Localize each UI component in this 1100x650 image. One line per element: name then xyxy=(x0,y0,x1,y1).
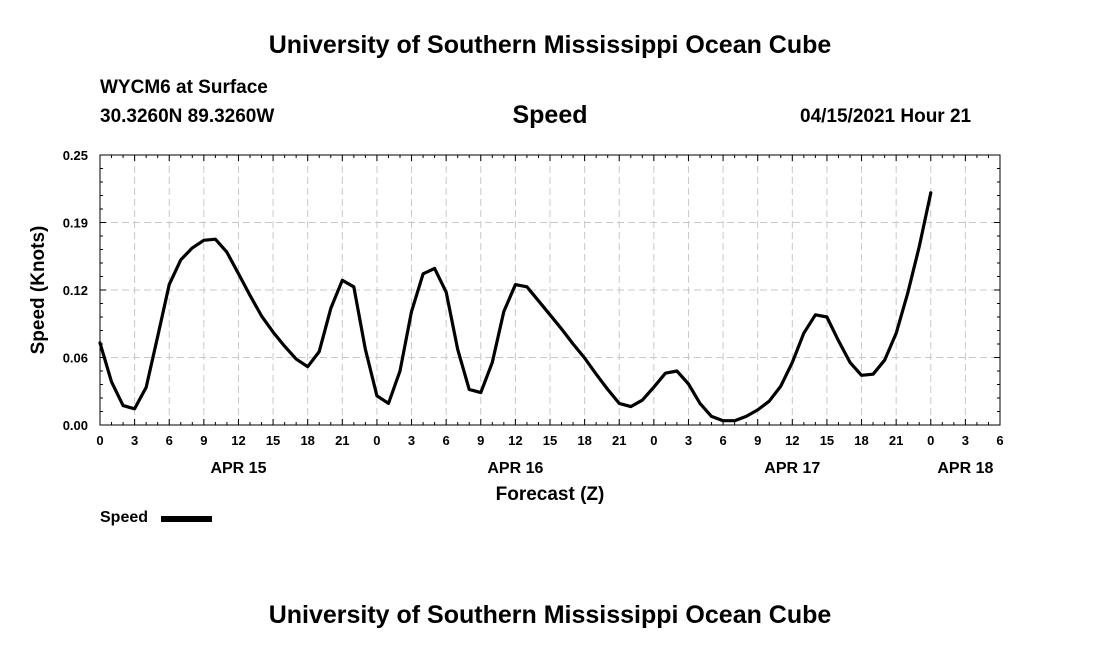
x-tick-label: 9 xyxy=(477,433,484,448)
y-tick-label: 0.19 xyxy=(63,216,88,231)
x-day-label: APR 15 xyxy=(210,460,266,477)
x-day-label: APR 16 xyxy=(487,460,543,477)
x-tick-label: 0 xyxy=(927,433,934,448)
x-tick-label: 21 xyxy=(335,433,349,448)
x-tick-label: 18 xyxy=(577,433,591,448)
x-day-label: APR 17 xyxy=(764,460,820,477)
x-tick-label: 3 xyxy=(408,433,415,448)
x-tick-label: 12 xyxy=(785,433,799,448)
x-tick-label: 21 xyxy=(889,433,903,448)
x-tick-label: 15 xyxy=(266,433,280,448)
x-tick-label: 3 xyxy=(962,433,969,448)
chart-title: Speed xyxy=(512,101,588,129)
plot-frame xyxy=(99,154,1001,426)
x-tick-label: 3 xyxy=(685,433,692,448)
legend-line-swatch xyxy=(161,516,212,522)
x-tick-label: 6 xyxy=(996,433,1003,448)
x-tick-label: 18 xyxy=(300,433,314,448)
x-tick-label: 0 xyxy=(96,433,103,448)
y-tick-label: 0.25 xyxy=(63,148,88,163)
x-tick-label: 9 xyxy=(754,433,761,448)
x-tick-label: 15 xyxy=(820,433,834,448)
legend-label: Speed xyxy=(100,509,149,526)
x-tick-label: 12 xyxy=(508,433,522,448)
y-tick-label: 0.12 xyxy=(63,283,88,298)
x-tick-label: 0 xyxy=(650,433,657,448)
x-tick-label: 21 xyxy=(612,433,626,448)
x-tick-label: 6 xyxy=(166,433,173,448)
page-title: University of Southern Mississippi Ocean… xyxy=(268,31,832,59)
forecast-datetime: 04/15/2021 Hour 21 xyxy=(800,106,972,127)
y-tick-label: 0.00 xyxy=(63,418,88,433)
footer-title: University of Southern Mississippi Ocean… xyxy=(268,601,832,629)
x-tick-label: 6 xyxy=(443,433,450,448)
x-axis-label: Forecast (Z) xyxy=(496,484,605,505)
x-day-label: APR 18 xyxy=(937,460,993,477)
x-tick-label: 18 xyxy=(854,433,868,448)
station-name: WYCM6 at Surface xyxy=(100,77,268,98)
y-axis-label: Speed (Knots) xyxy=(28,226,49,355)
station-location: 30.3260N 89.3260W xyxy=(100,106,275,127)
x-tick-label: 12 xyxy=(231,433,245,448)
x-tick-label: 3 xyxy=(131,433,138,448)
x-tick-label: 15 xyxy=(543,433,557,448)
y-tick-label: 0.06 xyxy=(63,351,88,366)
x-tick-label: 0 xyxy=(373,433,380,448)
x-tick-label: 9 xyxy=(200,433,207,448)
series-line-speed xyxy=(98,191,933,423)
x-tick-label: 6 xyxy=(719,433,726,448)
